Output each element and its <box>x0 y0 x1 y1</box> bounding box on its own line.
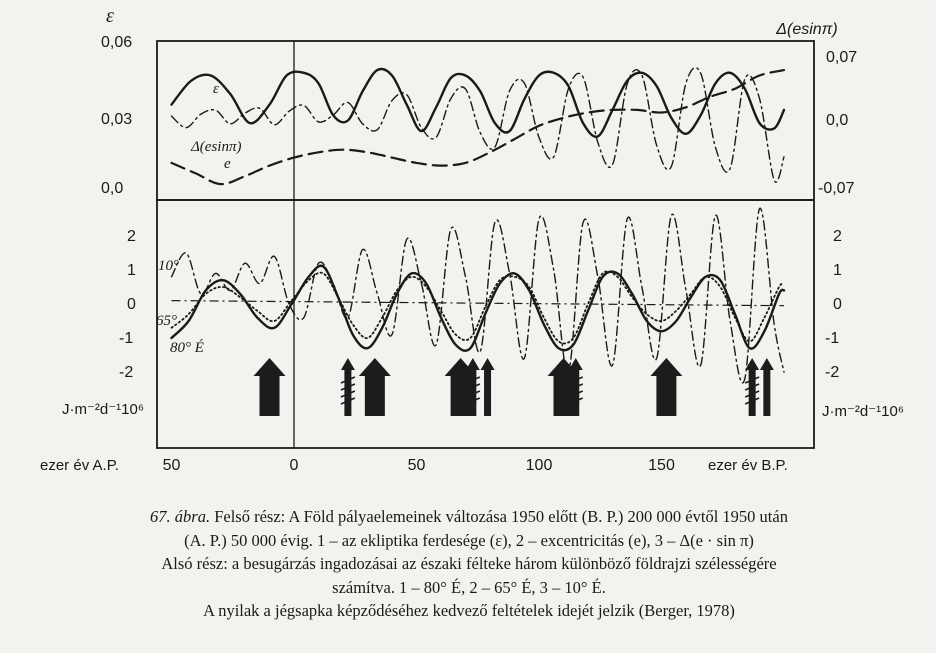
x-label-ap: ezer év A.P. <box>40 457 119 474</box>
upper-left-tick-2: 0,0 <box>101 180 123 197</box>
arrow-thin-hatched-4 <box>465 358 481 416</box>
lower-left-unit: J·m⁻²d⁻¹10⁶ <box>62 401 144 418</box>
arrow-thick-8 <box>650 358 683 416</box>
arrow-thin-hatched-9 <box>744 358 760 416</box>
upper-series-line-1 <box>170 69 786 186</box>
lower-series-line-1 <box>170 270 785 345</box>
upper-series-group <box>170 66 786 186</box>
arrow-thick-2 <box>358 358 391 416</box>
caption-line-1: 67. ábra. Felső rész: A Föld pályaelemei… <box>8 505 930 529</box>
caption-figure-number: 67. ábra. <box>150 507 211 526</box>
lower-right-unit: J·m⁻²d⁻¹10⁶ <box>822 403 904 420</box>
caption-line-1-text: Felső rész: A Föld pályaelemeinek változ… <box>210 507 788 526</box>
arrow-thick-6 <box>547 358 580 416</box>
right-axis-symbol: Δ(esinπ) <box>775 21 837 38</box>
x-tick-3: 100 <box>526 457 553 474</box>
lower-right-tick-3: -1 <box>825 330 839 347</box>
lower-series-line-0 <box>170 264 786 352</box>
figure-caption: 67. ábra. Felső rész: A Föld pályaelemei… <box>8 505 930 623</box>
x-tick-2: 50 <box>408 457 426 474</box>
arrow-thin-5 <box>480 358 495 416</box>
lower-left-tick-3: -1 <box>119 330 133 347</box>
arrow-thin-10 <box>759 358 774 416</box>
upper-left-tick-1: 0,03 <box>101 111 132 128</box>
upper-right-tick-2: -0,07 <box>818 180 855 197</box>
x-label-bp: ezer év B.P. <box>708 457 788 474</box>
arrow-thick-0 <box>253 358 286 416</box>
caption-line-3: Alsó rész: a besugárzás ingadozásai az é… <box>161 554 777 573</box>
lower-right-tick-0: 2 <box>833 228 842 245</box>
lower-left-tick-1: 1 <box>127 262 136 279</box>
caption-line-5: A nyilak a jégsapka képződéséhez kedvező… <box>203 601 735 620</box>
arrow-thin-hatched-7 <box>568 358 584 416</box>
upper-right-tick-0: 0,07 <box>826 49 857 66</box>
lower-right-tick-1: 1 <box>833 262 842 279</box>
lower-panel-frame <box>156 199 815 449</box>
caption-line-2: (A. P.) 50 000 évig. 1 – az ekliptika fe… <box>184 530 754 550</box>
lower-left-tick-2: 0 <box>127 296 136 313</box>
left-axis-symbol: ε <box>106 5 114 27</box>
label-65deg: 65° <box>156 313 177 329</box>
upper-series-line-0 <box>170 67 786 138</box>
arrow-thin-hatched-1 <box>340 358 356 416</box>
arrow-thick-3 <box>444 358 477 416</box>
upper-series-line-2 <box>170 66 785 183</box>
figure: ε 0,06 0,03 0,0 Δ(esinπ) 0,07 0,0 -0,07 … <box>40 5 904 474</box>
caption-line-4: számítva. 1 – 80° É, 2 – 65° É, 3 – 10° … <box>332 577 606 597</box>
upper-right-tick-1: 0,0 <box>826 112 848 129</box>
x-tick-0: 50 <box>163 457 181 474</box>
x-tick-1: 0 <box>290 457 299 474</box>
label-precession: Δ(esinπ) <box>190 139 241 155</box>
x-tick-4: 150 <box>648 457 675 474</box>
label-80deg: 80° É <box>170 339 204 356</box>
label-10deg: 10° <box>158 258 179 274</box>
lower-right-tick-4: -2 <box>825 364 839 381</box>
lower-series-group <box>170 207 786 384</box>
upper-left-tick-0: 0,06 <box>101 34 132 51</box>
lower-left-tick-4: -2 <box>119 364 133 381</box>
arrow-group <box>253 358 774 416</box>
zero-reference-line <box>171 300 785 307</box>
label-obliquity: ε <box>213 81 219 97</box>
lower-right-tick-2: 0 <box>833 296 842 313</box>
label-eccentricity: e <box>224 156 231 172</box>
lower-series-line-2 <box>170 207 785 384</box>
lower-left-tick-0: 2 <box>127 228 136 245</box>
